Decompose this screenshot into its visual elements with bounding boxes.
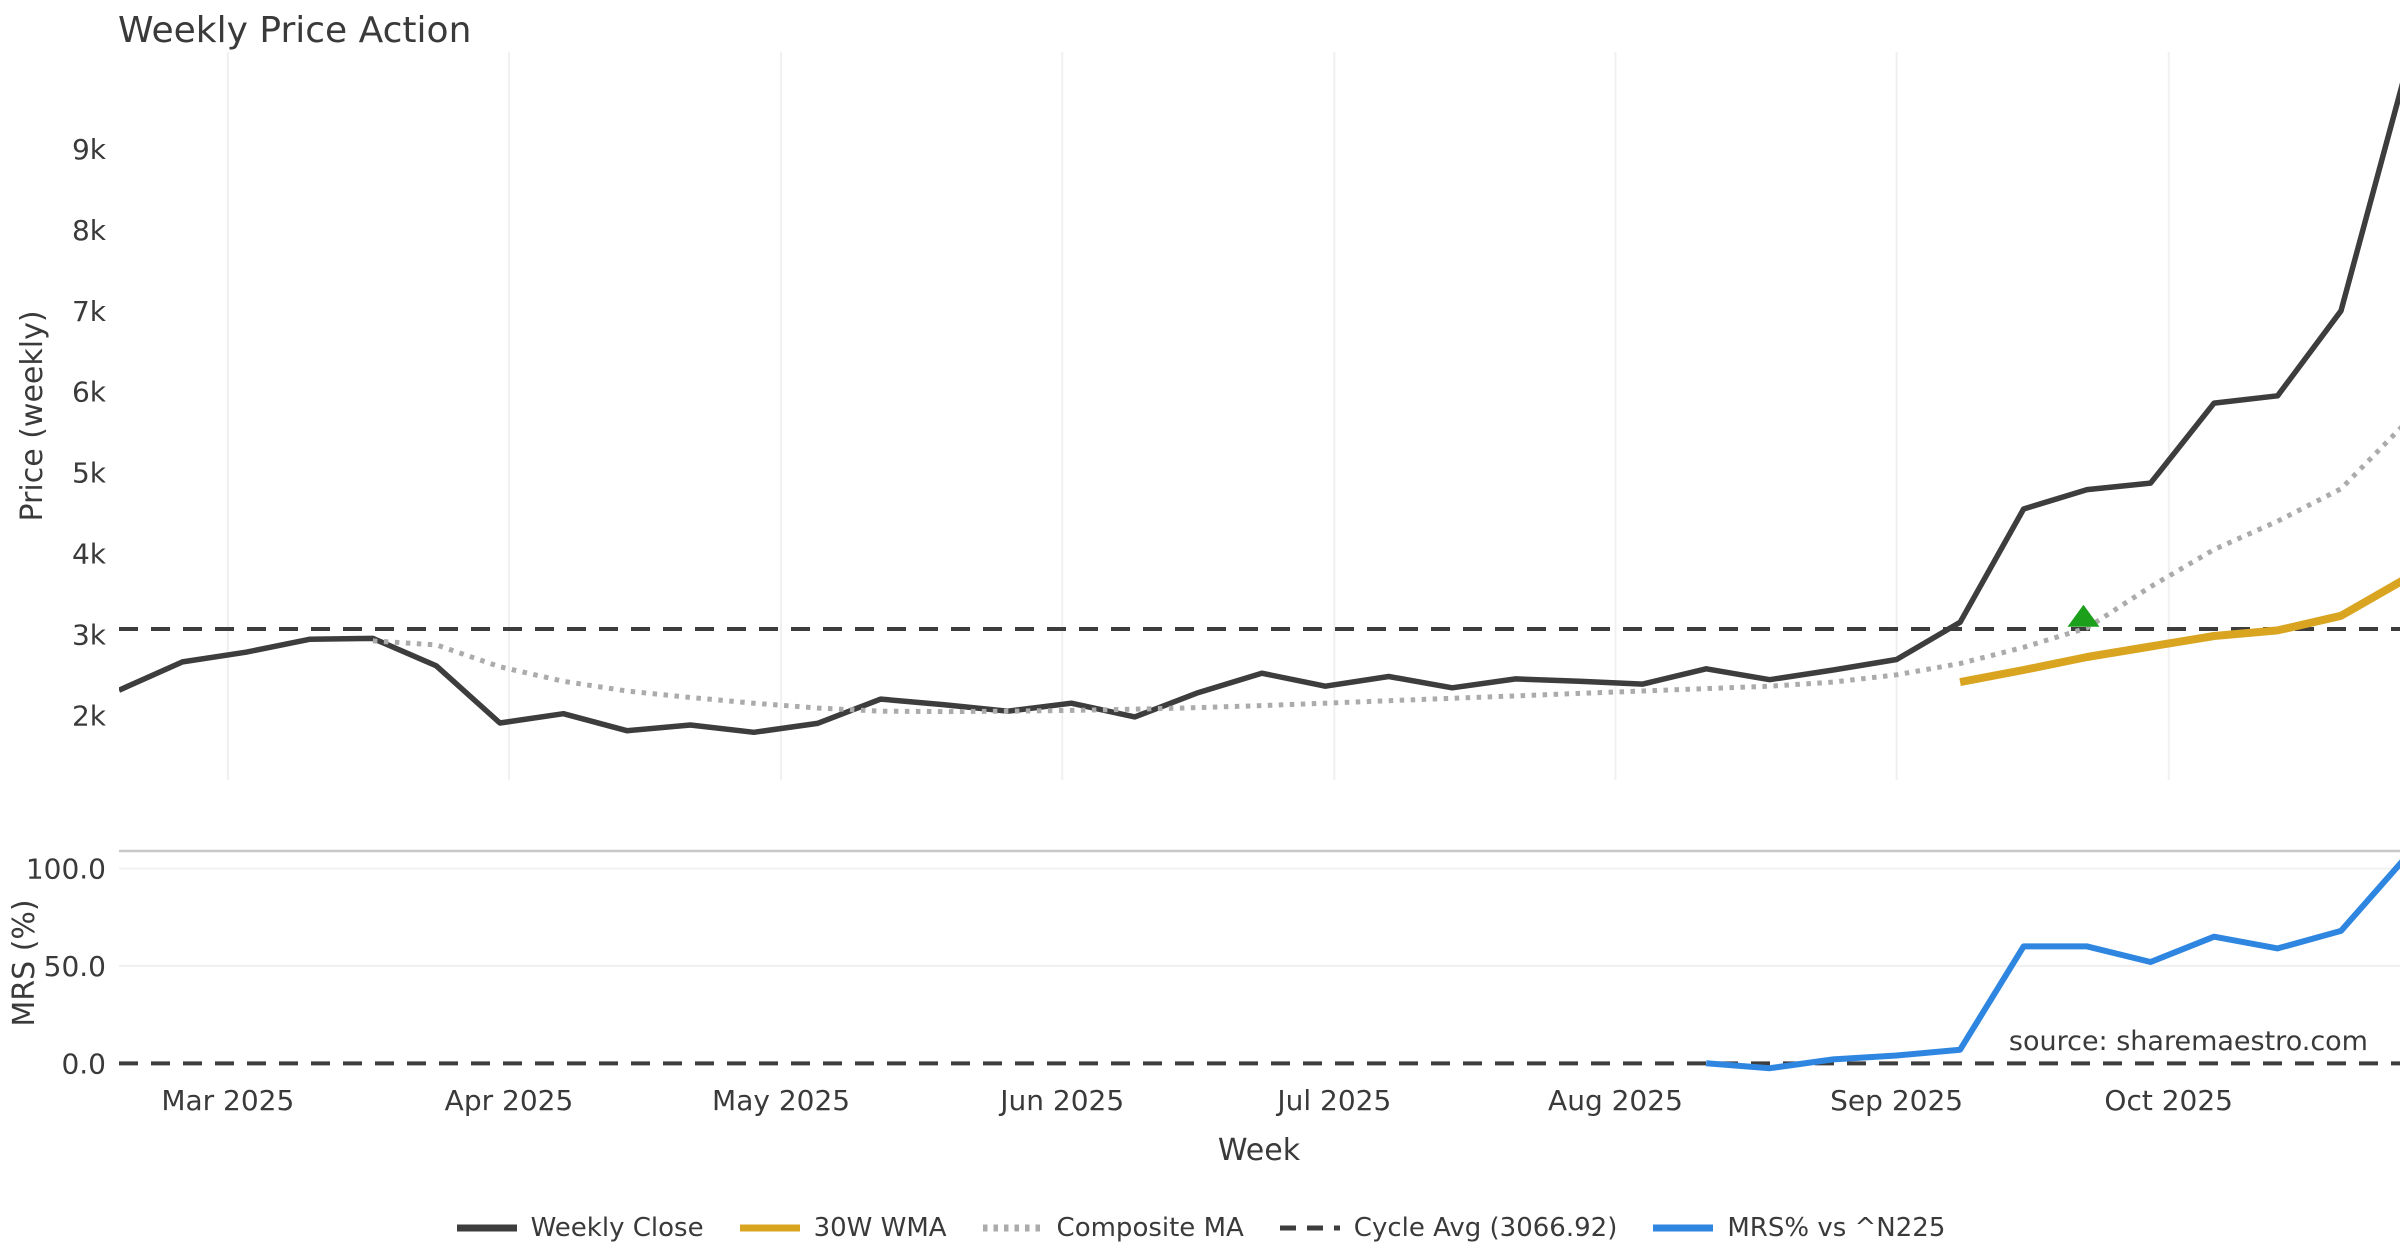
price-axis-title: Price (weekly) <box>15 310 50 521</box>
x-tick-label: Jul 2025 <box>1275 1084 1391 1117</box>
mrs-y-tick-label: 0.0 <box>61 1047 106 1080</box>
legend-item-30w-wma: 30W WMA <box>738 1213 947 1243</box>
price-y-tick-label: 8k <box>72 214 107 247</box>
price-y-tick-label: 9k <box>72 133 107 166</box>
series-weekly-close <box>119 82 2400 736</box>
price-y-tick-label: 5k <box>72 457 107 490</box>
legend-item-mrs-vs-n225: MRS% vs ^N225 <box>1651 1213 1945 1243</box>
legend-item-weekly-close: Weekly Close <box>455 1213 704 1243</box>
x-tick-label: Oct 2025 <box>2104 1084 2233 1117</box>
legend-item-cycle-avg-3066-92-: Cycle Avg (3066.92) <box>1278 1213 1618 1243</box>
chart-legend: Weekly Close 30W WMA Composite MA Cycle Avg… <box>0 1198 2400 1258</box>
signal-triangle-marker <box>2067 604 2100 627</box>
legend-swatch-solid <box>456 1224 517 1232</box>
source-watermark: source: sharemaestro.com <box>2009 1026 2368 1057</box>
x-tick-label: Mar 2025 <box>161 1084 294 1117</box>
x-tick-label: Sep 2025 <box>1830 1084 1963 1117</box>
legend-swatch-solid <box>1653 1224 1714 1232</box>
chart-title: Weekly Price Action <box>118 10 471 51</box>
series-composite-ma <box>372 425 2400 715</box>
x-tick-label: Jun 2025 <box>998 1084 1124 1117</box>
legend-label: Weekly Close <box>530 1213 704 1243</box>
price-y-tick-label: 6k <box>72 376 107 409</box>
tick-labels-layer: 9k 8k 7k 6k 5k 4k 3k 2k 100.0 50.0 0.0 Mar 2025 Apr … <box>26 133 2233 1117</box>
mrs-axis-title: MRS (%) <box>7 899 42 1026</box>
x-tick-label: Aug 2025 <box>1548 1084 1683 1117</box>
price-y-tick-label: 3k <box>72 618 107 651</box>
legend-swatch-dotted <box>982 1224 1043 1232</box>
mrs-series-layer <box>119 859 2400 1072</box>
series-30w-wma <box>1959 577 2400 687</box>
price-y-tick-label: 7k <box>72 295 107 328</box>
legend-label: MRS% vs ^N225 <box>1727 1213 1946 1243</box>
legend-swatch-solid <box>739 1224 800 1232</box>
legend-swatch-dashed <box>1279 1225 1340 1231</box>
series-mrs-vs-n225 <box>1705 859 2400 1072</box>
legend-label: Cycle Avg (3066.92) <box>1353 1213 1618 1243</box>
price-y-tick-label: 4k <box>72 538 107 571</box>
gridlines-layer <box>119 52 2400 967</box>
x-tick-label: Apr 2025 <box>445 1084 574 1117</box>
legend-label: 30W WMA <box>813 1213 947 1243</box>
mrs-y-tick-label: 50.0 <box>44 950 106 983</box>
legend-item-composite-ma: Composite MA <box>981 1213 1244 1243</box>
mrs-y-tick-label: 100.0 <box>26 853 106 886</box>
price-series-layer <box>119 82 2400 736</box>
x-tick-label: May 2025 <box>712 1084 850 1117</box>
price-y-tick-label: 2k <box>72 699 107 732</box>
legend-label: Composite MA <box>1056 1213 1244 1243</box>
x-axis-title: Week <box>1218 1133 1301 1168</box>
